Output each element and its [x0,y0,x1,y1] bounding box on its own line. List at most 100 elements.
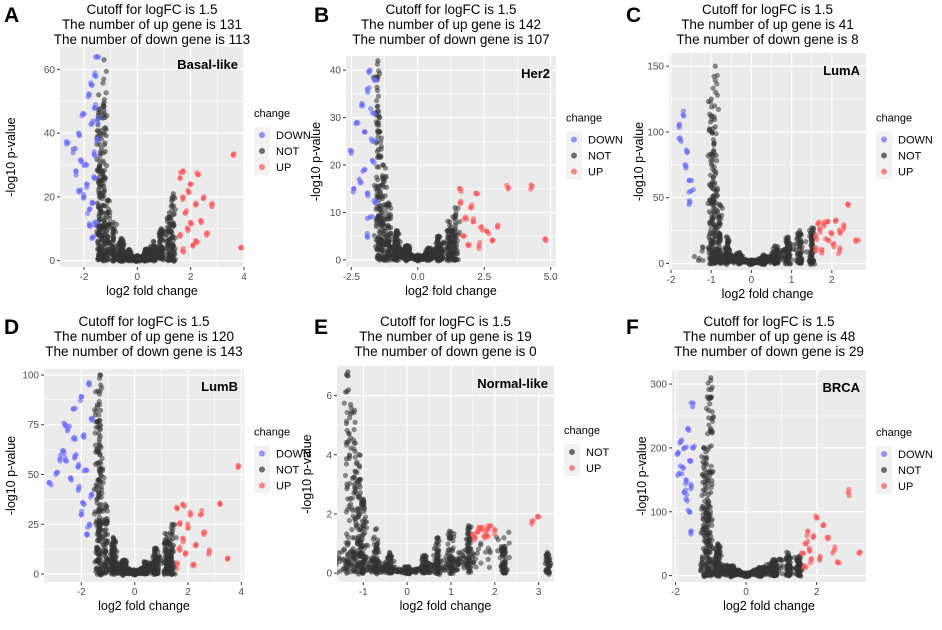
down-point [88,224,93,229]
not-point [452,241,457,246]
down-point [90,118,95,123]
not-point [713,90,718,95]
down-point [91,174,96,179]
up-point [177,521,182,526]
not-point [728,257,733,262]
y-tick-label: 4 [326,450,332,461]
up-point [473,191,478,196]
not-point [376,94,381,99]
x-tick-label: 1 [789,275,795,286]
not-point [101,218,106,223]
x-tick-label: 0 [132,587,138,598]
not-point [377,188,382,193]
not-point [171,191,176,196]
down-point [365,190,370,195]
up-point [490,238,495,243]
not-point [381,162,386,167]
not-point [103,532,108,537]
not-point [104,90,109,95]
legend-key-up [259,483,265,489]
down-point [681,108,686,113]
not-point [375,58,380,63]
not-point [167,210,172,215]
not-point [426,245,431,250]
not-point [448,246,453,251]
y-tick-label: 100 [22,370,39,381]
up-point [486,231,491,236]
not-point [127,247,132,252]
not-point [710,130,715,135]
x-tick-label: -1 [707,275,716,286]
not-point [153,546,158,551]
legend-key-up [881,169,887,175]
y-tick-label: 100 [647,127,664,138]
y-tick-label: 50 [653,193,665,204]
not-point [97,418,102,423]
legend-title: change [254,108,290,120]
not-point [99,491,104,496]
up-point [838,231,843,236]
not-point [171,203,176,208]
not-point [797,228,802,233]
up-point [206,552,211,557]
not-point [97,130,102,135]
up-point [177,545,182,550]
down-point [691,187,696,192]
not-point [94,559,99,564]
not-point [105,238,110,243]
legend-key-down [259,132,265,138]
not-point [105,197,110,202]
not-point [157,231,162,236]
y-tick-label: 2 [326,509,332,520]
not-point [761,253,766,258]
not-point [785,235,790,240]
not-point [771,254,776,259]
legend-entry: DOWN [898,135,933,147]
not-point [775,257,780,262]
down-point [77,484,82,489]
down-point [84,531,89,536]
not-point [711,203,716,208]
not-point [104,69,109,74]
down-point [87,523,92,528]
down-point [64,139,69,144]
up-point [841,222,846,227]
not-point [158,556,163,561]
down-point [90,201,95,206]
down-point [687,198,692,203]
y-tick-label: 25 [28,520,40,531]
y-tick-label: 20 [44,192,56,203]
y-tick-label: 0 [335,255,341,266]
up-point [201,196,206,201]
not-point [804,249,809,254]
title-line: The number of up gene is 41 [681,17,854,32]
legend-key-not [571,153,577,159]
not-point [170,561,175,566]
up-point [195,240,200,245]
down-point [93,54,98,59]
up-point [183,551,188,556]
legend-key-not [259,467,265,473]
not-point [388,212,393,217]
not-point [118,250,123,255]
legend-entry: NOT [276,465,300,477]
up-point [542,237,547,242]
down-point [373,77,378,82]
not-point [95,402,100,407]
down-point [73,146,78,151]
up-point [495,222,500,227]
up-point [458,199,463,204]
not-point [453,213,458,218]
down-point [72,406,77,411]
not-point [103,175,108,180]
not-point [377,115,382,120]
not-point [93,409,98,414]
up-point [831,244,836,249]
not-point [158,253,163,258]
up-point [190,563,195,568]
not-point [169,230,174,235]
down-point [365,231,370,236]
up-point [178,232,183,237]
